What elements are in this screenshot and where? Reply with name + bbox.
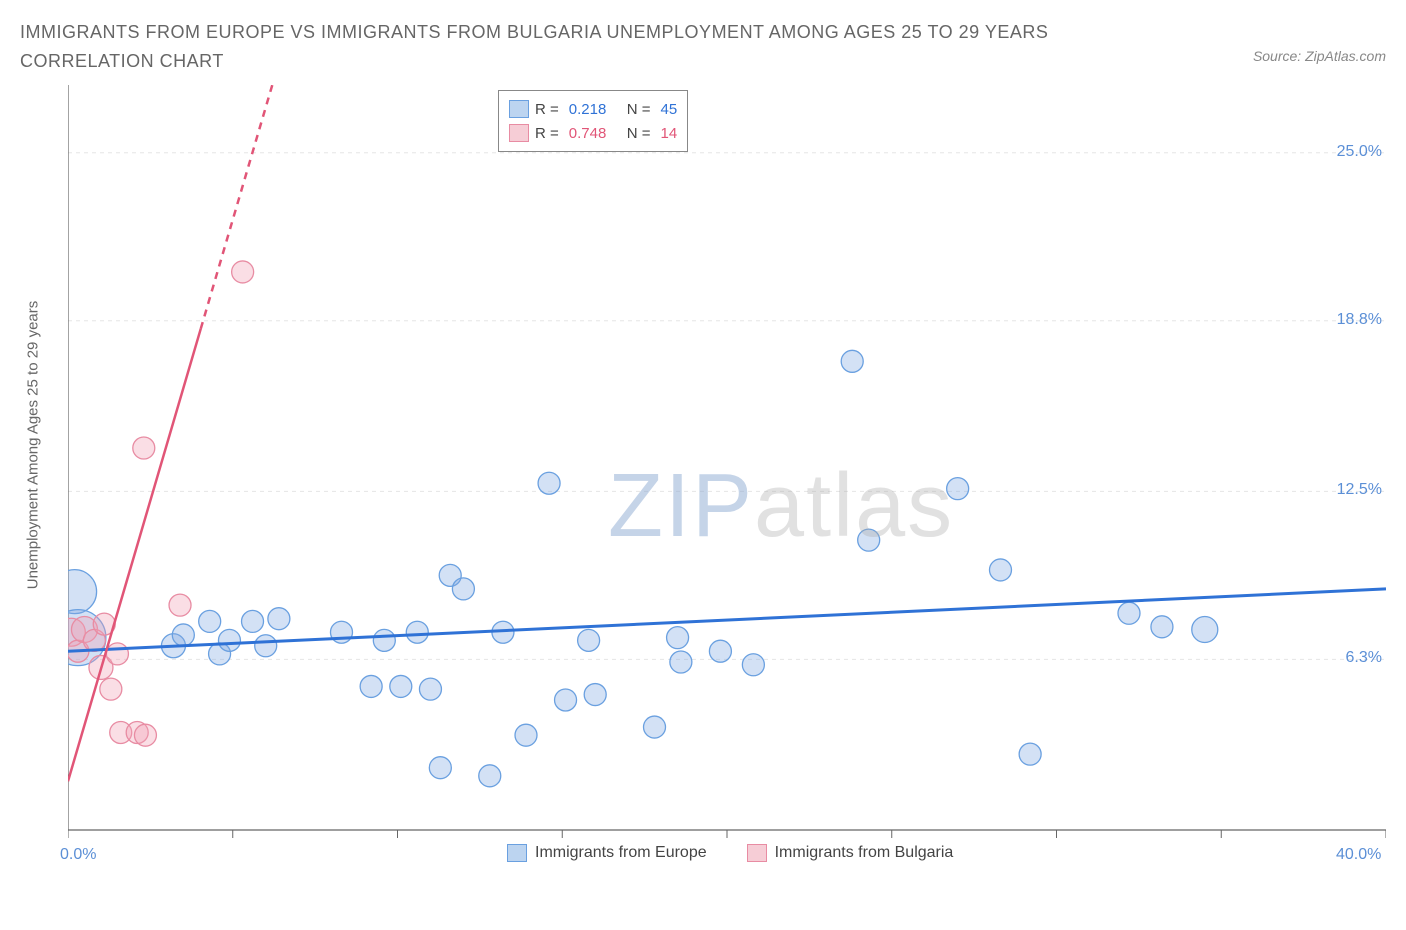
series-legend: Immigrants from Europe Immigrants from Bu…: [507, 844, 953, 862]
y-tick-label: 12.5%: [1337, 481, 1382, 499]
legend-n-label: N =: [627, 101, 651, 118]
y-tick-label: 18.8%: [1337, 311, 1382, 329]
legend-swatch: [507, 844, 527, 862]
x-tick-label: 40.0%: [1336, 846, 1381, 864]
legend-swatch: [509, 124, 529, 142]
legend-row: R = 0.218 N = 45: [509, 97, 677, 121]
legend-n-label: N =: [627, 125, 651, 142]
chart-title: IMMIGRANTS FROM EUROPE VS IMMIGRANTS FRO…: [20, 18, 1120, 76]
y-tick-label: 6.3%: [1346, 649, 1382, 667]
series-legend-item: Immigrants from Bulgaria: [747, 844, 954, 862]
legend-r-value: 0.218: [569, 101, 621, 118]
legend-n-value: 14: [661, 125, 678, 142]
chart-container: Unemployment Among Ages 25 to 29 years Z…: [20, 85, 1386, 895]
scatter-plot: [68, 85, 1386, 855]
x-tick-label: 0.0%: [60, 846, 96, 864]
correlation-legend: R = 0.218 N = 45 R = 0.748 N = 14: [498, 90, 688, 152]
legend-swatch: [747, 844, 767, 862]
series-legend-label: Immigrants from Bulgaria: [775, 844, 954, 862]
y-tick-label: 25.0%: [1337, 143, 1382, 161]
legend-r-label: R =: [535, 125, 559, 142]
legend-n-value: 45: [661, 101, 678, 118]
legend-row: R = 0.748 N = 14: [509, 121, 677, 145]
legend-swatch: [509, 100, 529, 118]
series-legend-item: Immigrants from Europe: [507, 844, 707, 862]
chart-header: IMMIGRANTS FROM EUROPE VS IMMIGRANTS FRO…: [0, 0, 1406, 76]
y-axis-label: Unemployment Among Ages 25 to 29 years: [25, 301, 42, 590]
source-attribution: Source: ZipAtlas.com: [1253, 48, 1386, 64]
series-legend-label: Immigrants from Europe: [535, 844, 707, 862]
legend-r-label: R =: [535, 101, 559, 118]
legend-r-value: 0.748: [569, 125, 621, 142]
